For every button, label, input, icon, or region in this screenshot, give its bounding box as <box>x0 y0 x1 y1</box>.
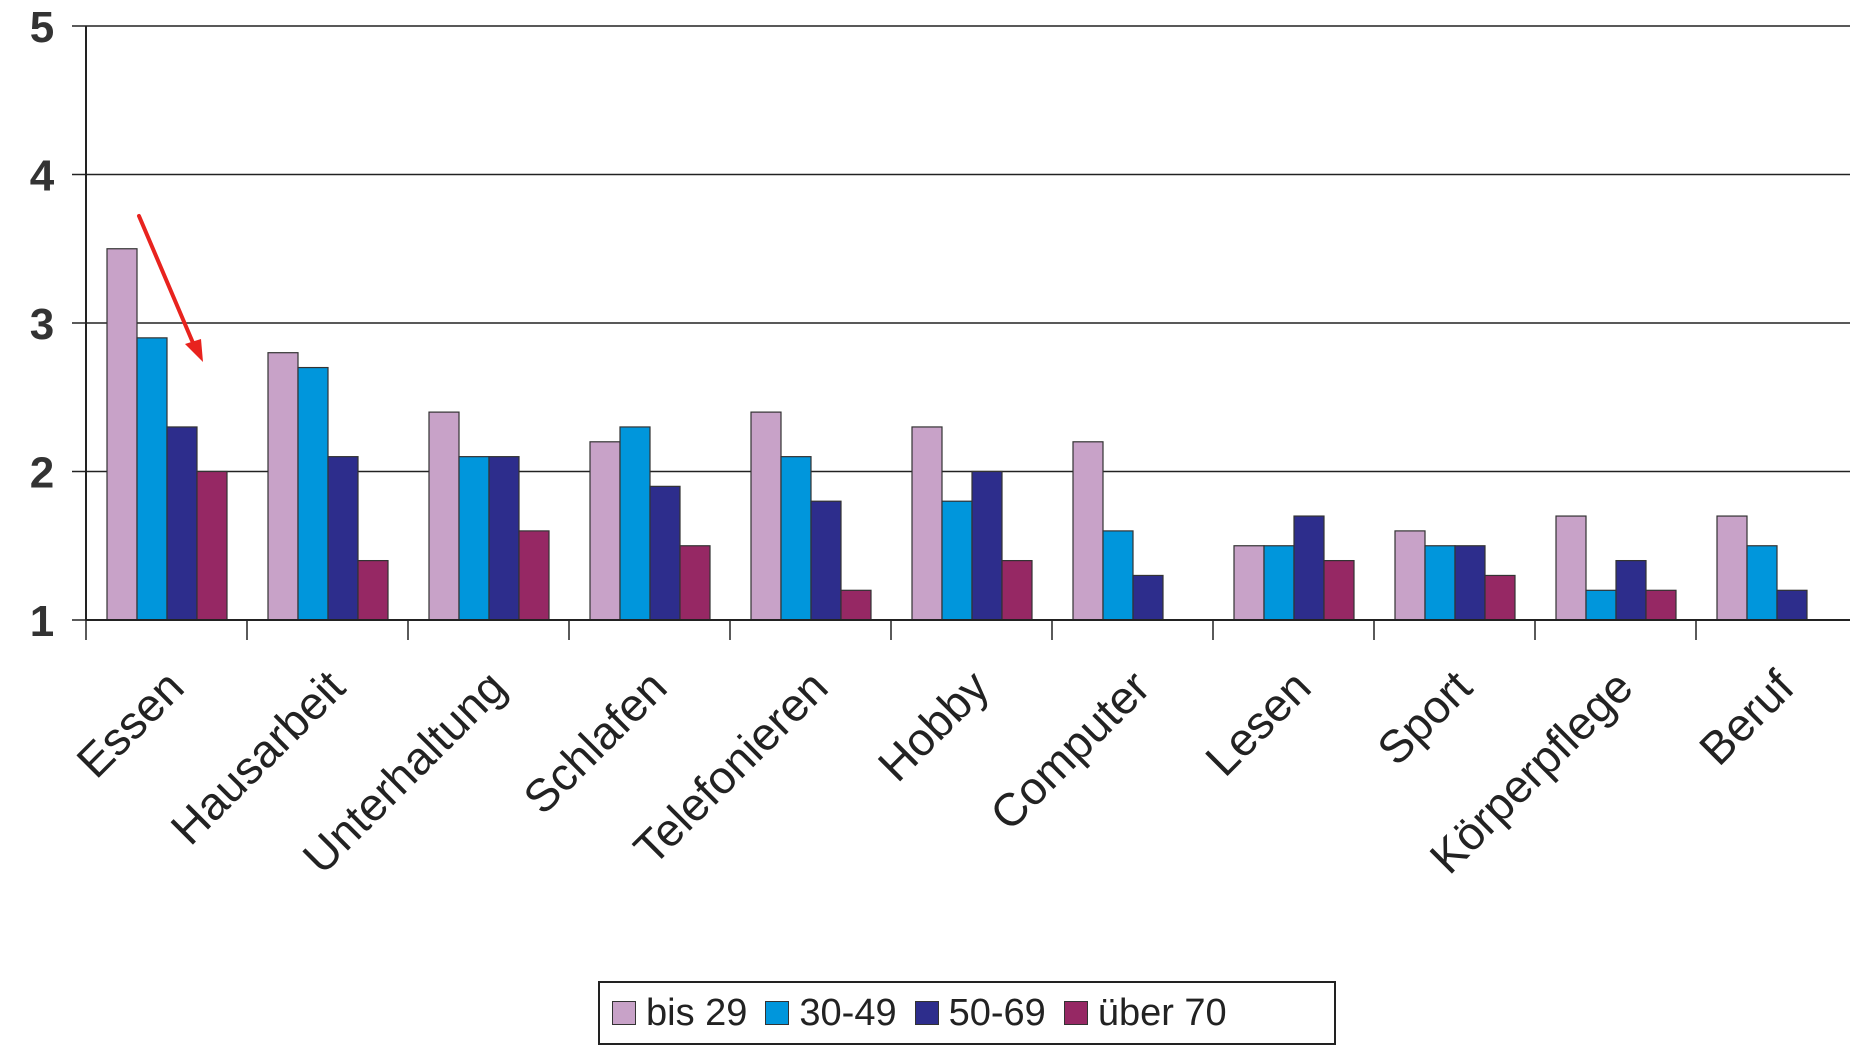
bar <box>1484 574 1516 621</box>
bar <box>1585 589 1617 621</box>
x-category-label: Essen <box>66 660 193 787</box>
legend-swatch <box>914 1001 939 1025</box>
bar <box>297 366 329 621</box>
arrow-head <box>185 339 203 362</box>
bar <box>1555 515 1587 621</box>
x-category-label: Beruf <box>1689 660 1804 775</box>
legend-swatch <box>765 1001 790 1025</box>
y-tick-label: 4 <box>30 152 55 201</box>
x-category-labels: EssenHausarbeitUnterhaltungSchlafenTelef… <box>66 660 1803 883</box>
bar-chart: 1 2 3 4 5 EssenHausarbeitUnterhaltungSchlafe… <box>30 3 1850 883</box>
bar <box>327 456 359 621</box>
bar <box>1716 515 1748 621</box>
bar <box>1323 559 1355 621</box>
legend-swatch <box>612 1001 636 1025</box>
bar <box>1615 559 1647 621</box>
legend-swatch <box>1063 1001 1088 1025</box>
x-category-label: Hobby <box>868 660 999 791</box>
bar <box>458 456 490 621</box>
bar <box>679 545 711 621</box>
y-tick-label: 1 <box>30 597 54 646</box>
legend-label: 50-69 <box>948 991 1046 1034</box>
y-tick-label: 5 <box>30 3 54 52</box>
bar <box>810 500 842 621</box>
bar <box>428 411 460 621</box>
bar <box>267 352 299 621</box>
bar <box>971 470 1003 621</box>
legend-item: 30-49 <box>765 991 897 1035</box>
axes <box>85 26 1850 640</box>
legend-label: über 70 <box>1097 991 1227 1034</box>
bar <box>1102 530 1134 621</box>
legend: bis 29 30-49 50-69 über 70 <box>598 981 1336 1045</box>
bar <box>357 559 389 621</box>
legend-item: bis 29 <box>612 992 747 1035</box>
bar <box>1233 545 1265 621</box>
legend-item: 50-69 <box>914 991 1046 1035</box>
bar <box>911 426 943 621</box>
bar <box>518 530 550 621</box>
legend-label: bis 29 <box>646 991 748 1034</box>
bar <box>1776 589 1808 621</box>
bar <box>619 426 651 621</box>
bar <box>196 470 228 621</box>
bar <box>106 248 138 621</box>
bar <box>941 500 973 621</box>
x-category-label: Sport <box>1367 660 1482 775</box>
bar <box>840 589 872 621</box>
bar <box>750 411 782 621</box>
bar <box>136 337 168 621</box>
bar <box>780 456 812 621</box>
legend-label: 30-49 <box>799 991 897 1034</box>
bars <box>106 248 1808 621</box>
bar <box>1072 441 1104 621</box>
bar <box>1424 545 1456 621</box>
legend-item: über 70 <box>1063 991 1227 1035</box>
x-category-label: Schlafen <box>513 660 676 823</box>
bar <box>1263 545 1295 621</box>
y-tick-label: 3 <box>30 300 54 349</box>
bar <box>1645 589 1677 621</box>
bar <box>1746 545 1778 621</box>
bar <box>488 456 520 621</box>
gridlines <box>72 25 1850 621</box>
bar <box>166 426 198 621</box>
x-category-label: Lesen <box>1195 660 1320 785</box>
y-tick-label: 2 <box>30 449 54 498</box>
bar <box>1001 559 1033 621</box>
bar <box>1394 530 1426 621</box>
annotation <box>137 214 203 362</box>
bar <box>649 485 681 621</box>
bar <box>1454 545 1486 621</box>
y-tick-labels: 1 2 3 4 5 <box>30 3 55 646</box>
bar <box>589 441 621 621</box>
bar <box>1132 574 1164 621</box>
arrow-shaft <box>137 214 198 352</box>
x-category-label: Computer <box>980 660 1160 840</box>
bar <box>1293 515 1325 621</box>
